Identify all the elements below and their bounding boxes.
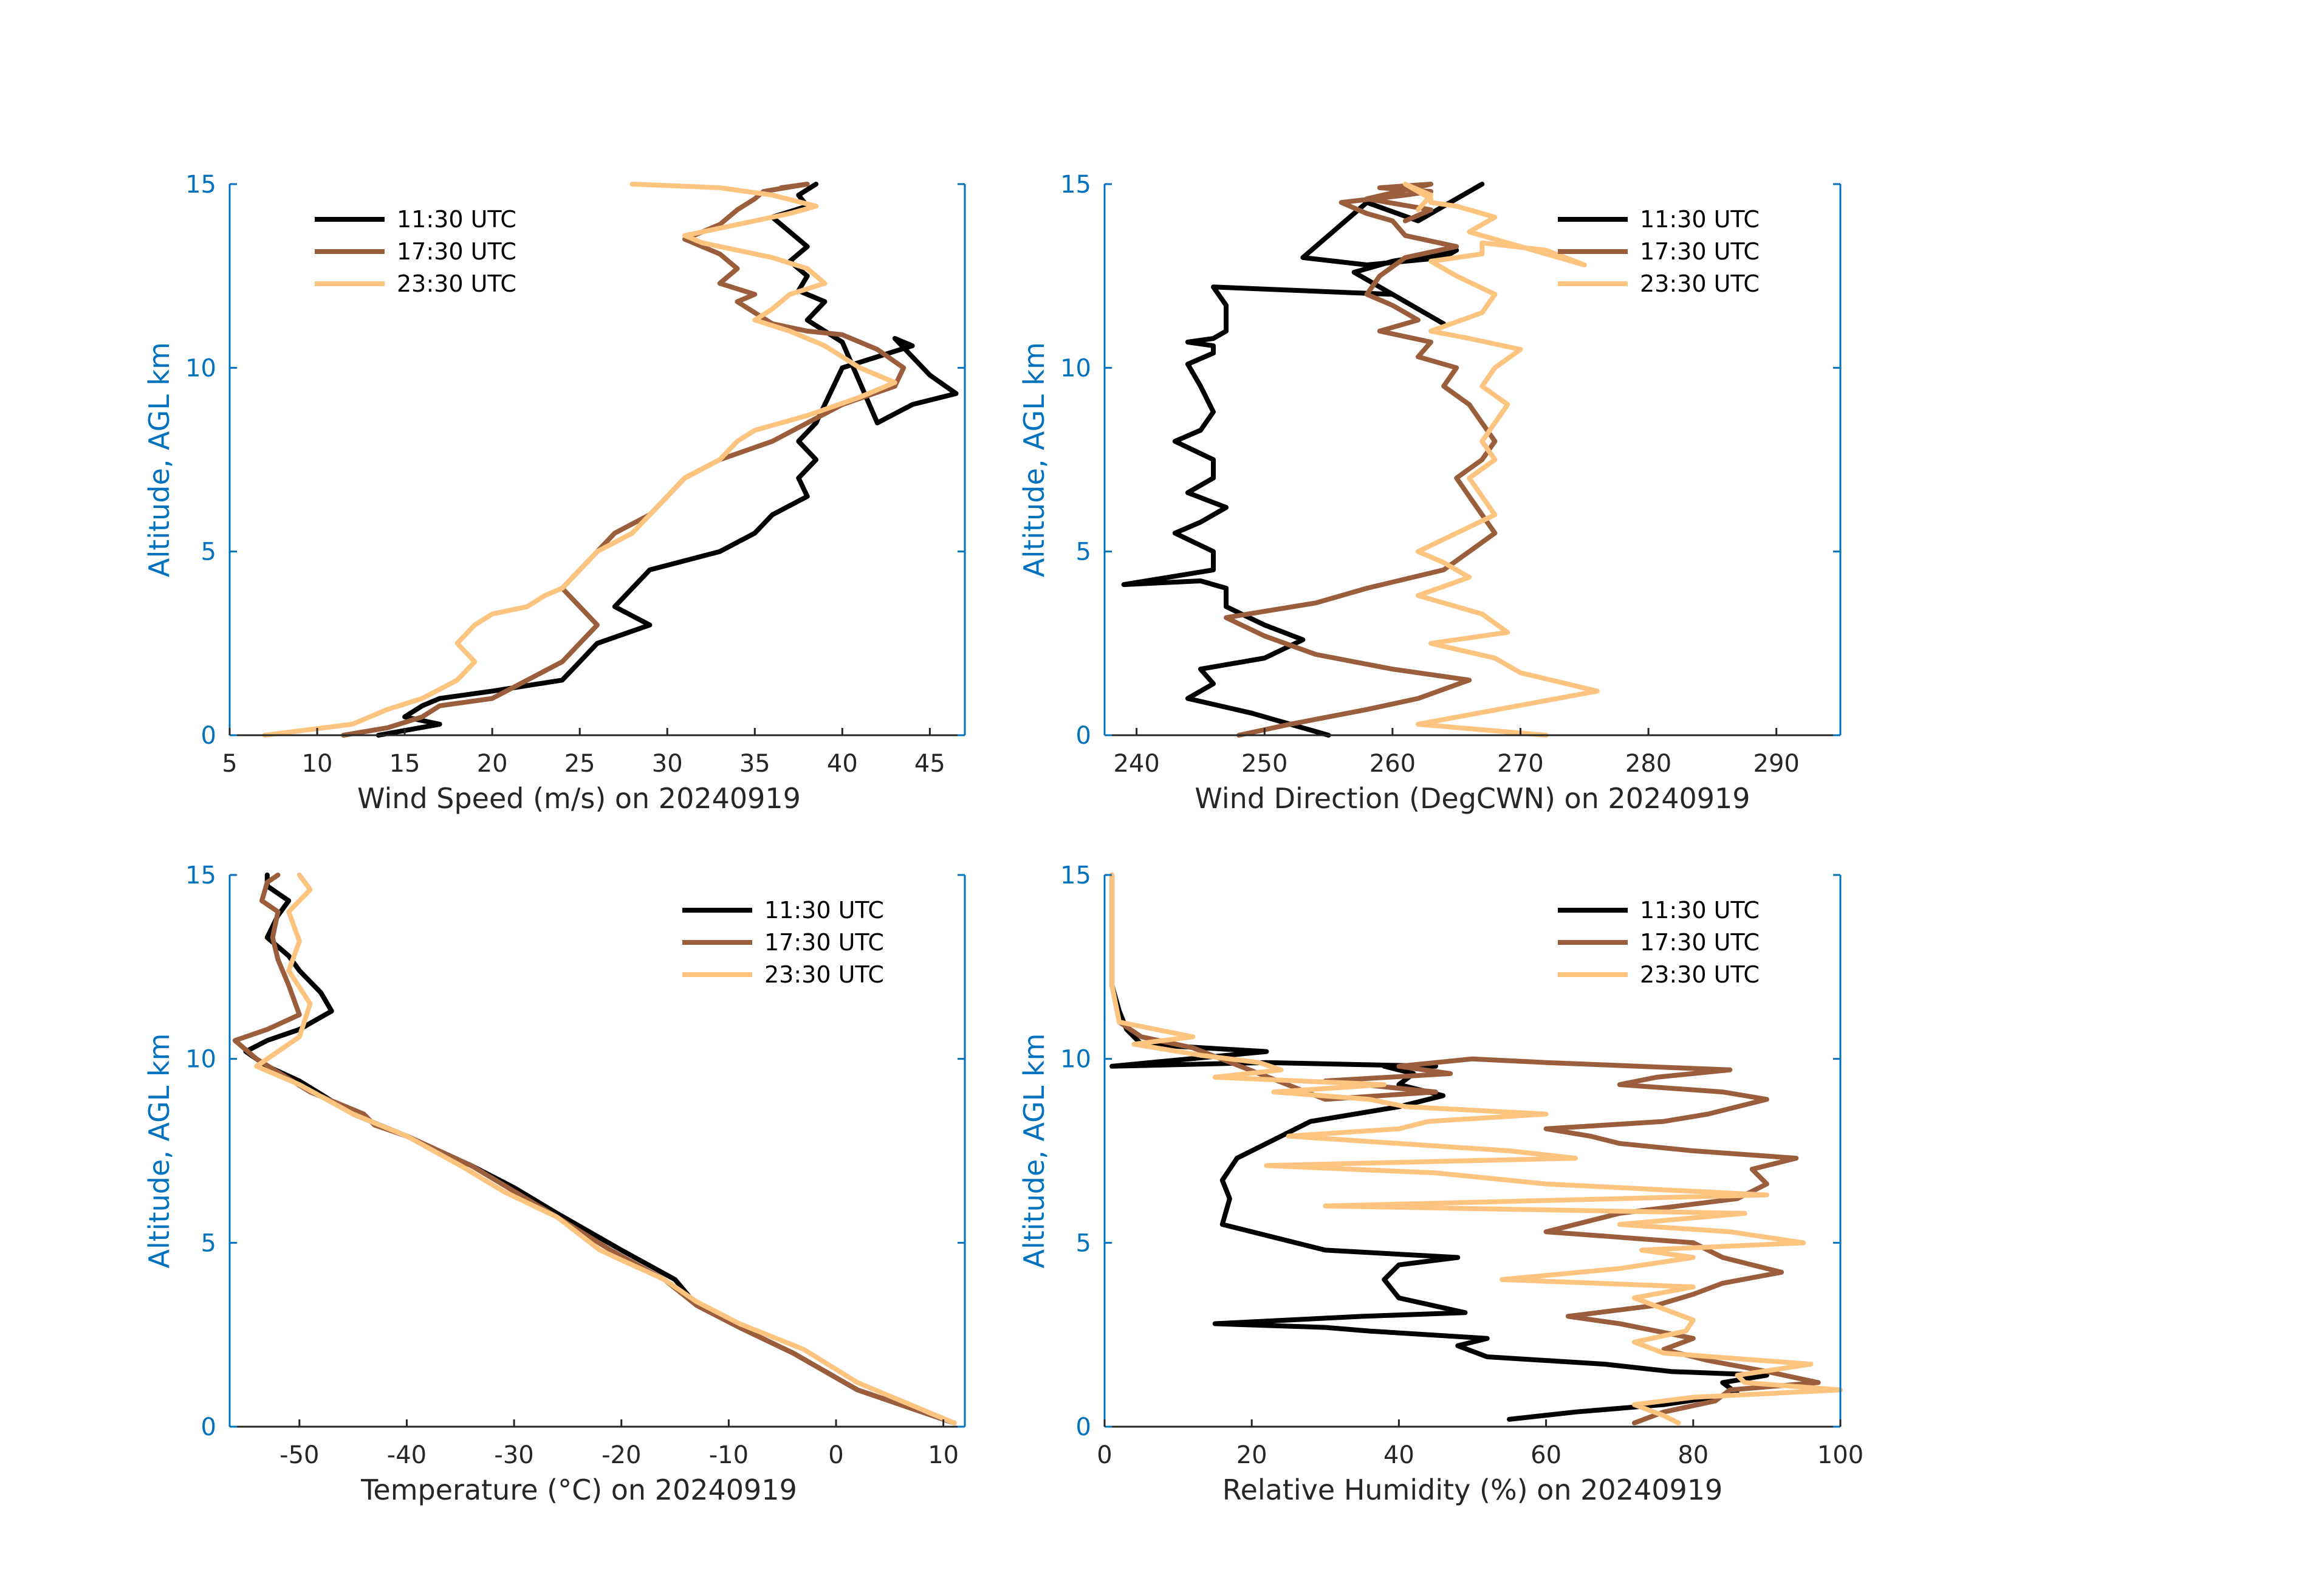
x-tick-label: 100 [1817, 1441, 1863, 1469]
legend-label: 17:30 UTC [1640, 238, 1760, 265]
legend: 11:30 UTC 17:30 UTC 23:30 UTC [1558, 206, 1760, 297]
series-line-1 [1109, 873, 1769, 1422]
legend-label: 17:30 UTC [397, 238, 516, 265]
x-tick-label: -30 [494, 1441, 533, 1469]
y-axis-label: Altitude, AGL km [1018, 1033, 1051, 1268]
panel-4: 0 5 10 15 0 20 40 60 80 100 Relative Humidity (%) … [1018, 862, 1863, 1506]
y-tick-label: 15 [185, 862, 216, 890]
x-axis-label: Temperature (°C) on 20240919 [360, 1473, 797, 1506]
x-tick-label: 40 [827, 750, 858, 778]
y-tick-label: 5 [201, 1229, 216, 1257]
series-line-3 [1402, 182, 1600, 738]
x-tick-label: 40 [1383, 1441, 1414, 1469]
x-axis-label: Wind Direction (DegCWN) on 20240919 [1195, 782, 1750, 815]
legend-label: 11:30 UTC [1640, 206, 1760, 233]
x-tick-label: -40 [387, 1441, 427, 1469]
x-tick-label: 280 [1625, 750, 1671, 778]
y-axis-label: Altitude, AGL km [143, 1033, 176, 1268]
x-tick-label: 260 [1369, 750, 1416, 778]
x-tick-label: 15 [389, 750, 420, 778]
legend-label: 23:30 UTC [397, 270, 516, 297]
x-axis-label: Relative Humidity (%) on 20240919 [1222, 1473, 1723, 1506]
series-line-3 [262, 182, 897, 738]
y-tick-label: 5 [201, 538, 216, 566]
x-axis-label: Wind Speed (m/s) on 20240919 [357, 782, 801, 815]
x-tick-label: 240 [1113, 750, 1159, 778]
x-tick-label: 60 [1530, 1441, 1561, 1469]
x-tick-label: 5 [222, 750, 237, 778]
y-tick-label: 0 [1076, 722, 1091, 750]
x-tick-label: 250 [1241, 750, 1287, 778]
x-tick-label: 45 [914, 750, 945, 778]
x-tick-label: 25 [564, 750, 595, 778]
y-tick-label: 15 [185, 171, 216, 199]
x-tick-label: 10 [928, 1441, 959, 1469]
x-tick-label: 20 [477, 750, 508, 778]
x-tick-label: 30 [652, 750, 683, 778]
x-tick-label: -50 [279, 1441, 319, 1469]
series-line-1 [1121, 182, 1485, 738]
x-tick-label: 35 [739, 750, 770, 778]
series-line-3 [254, 873, 957, 1425]
legend-label: 23:30 UTC [1640, 270, 1760, 297]
legend-label: 11:30 UTC [1640, 897, 1760, 924]
x-tick-label: 0 [828, 1441, 843, 1469]
y-tick-label: 0 [201, 1413, 216, 1441]
y-tick-label: 10 [185, 1046, 216, 1074]
legend-label: 17:30 UTC [764, 929, 884, 956]
y-tick-label: 15 [1060, 862, 1091, 890]
legend-label: 11:30 UTC [764, 897, 884, 924]
y-tick-label: 5 [1076, 538, 1091, 566]
panel-3: 0 5 10 15 -50 -40 -30 -20 -10 0 10 Temperature (°C)… [143, 862, 966, 1506]
legend-label: 11:30 UTC [397, 206, 516, 233]
y-tick-label: 0 [201, 722, 216, 750]
legend: 11:30 UTC 17:30 UTC 23:30 UTC [1558, 897, 1760, 988]
y-tick-label: 10 [1060, 1046, 1091, 1074]
y-tick-label: 0 [1076, 1413, 1091, 1441]
series-line-2 [232, 873, 957, 1425]
series-line-2 [1224, 182, 1498, 738]
series-line-3 [1109, 873, 1843, 1425]
y-tick-label: 10 [1060, 354, 1091, 382]
x-tick-label: 290 [1753, 750, 1800, 778]
series-line-2 [1109, 873, 1821, 1425]
legend-label: 23:30 UTC [764, 961, 884, 988]
series-line-1 [243, 873, 957, 1425]
series-line-2 [341, 182, 907, 738]
x-tick-label: 80 [1678, 1441, 1709, 1469]
x-tick-label: 0 [1097, 1441, 1112, 1469]
y-tick-label: 10 [185, 354, 216, 382]
legend-label: 23:30 UTC [1640, 961, 1760, 988]
legend-label: 17:30 UTC [1640, 929, 1760, 956]
y-axis-label: Altitude, AGL km [143, 342, 176, 577]
y-tick-label: 5 [1076, 1229, 1091, 1257]
series-line-1 [375, 182, 959, 738]
y-tick-label: 15 [1060, 171, 1091, 199]
x-tick-label: -20 [602, 1441, 641, 1469]
x-tick-label: -10 [709, 1441, 749, 1469]
legend: 11:30 UTC 17:30 UTC 23:30 UTC [315, 206, 516, 297]
x-tick-label: 270 [1497, 750, 1543, 778]
y-axis-label: Altitude, AGL km [1018, 342, 1051, 577]
x-tick-label: 20 [1236, 1441, 1267, 1469]
legend: 11:30 UTC 17:30 UTC 23:30 UTC [682, 897, 884, 988]
x-tick-label: 10 [302, 750, 333, 778]
